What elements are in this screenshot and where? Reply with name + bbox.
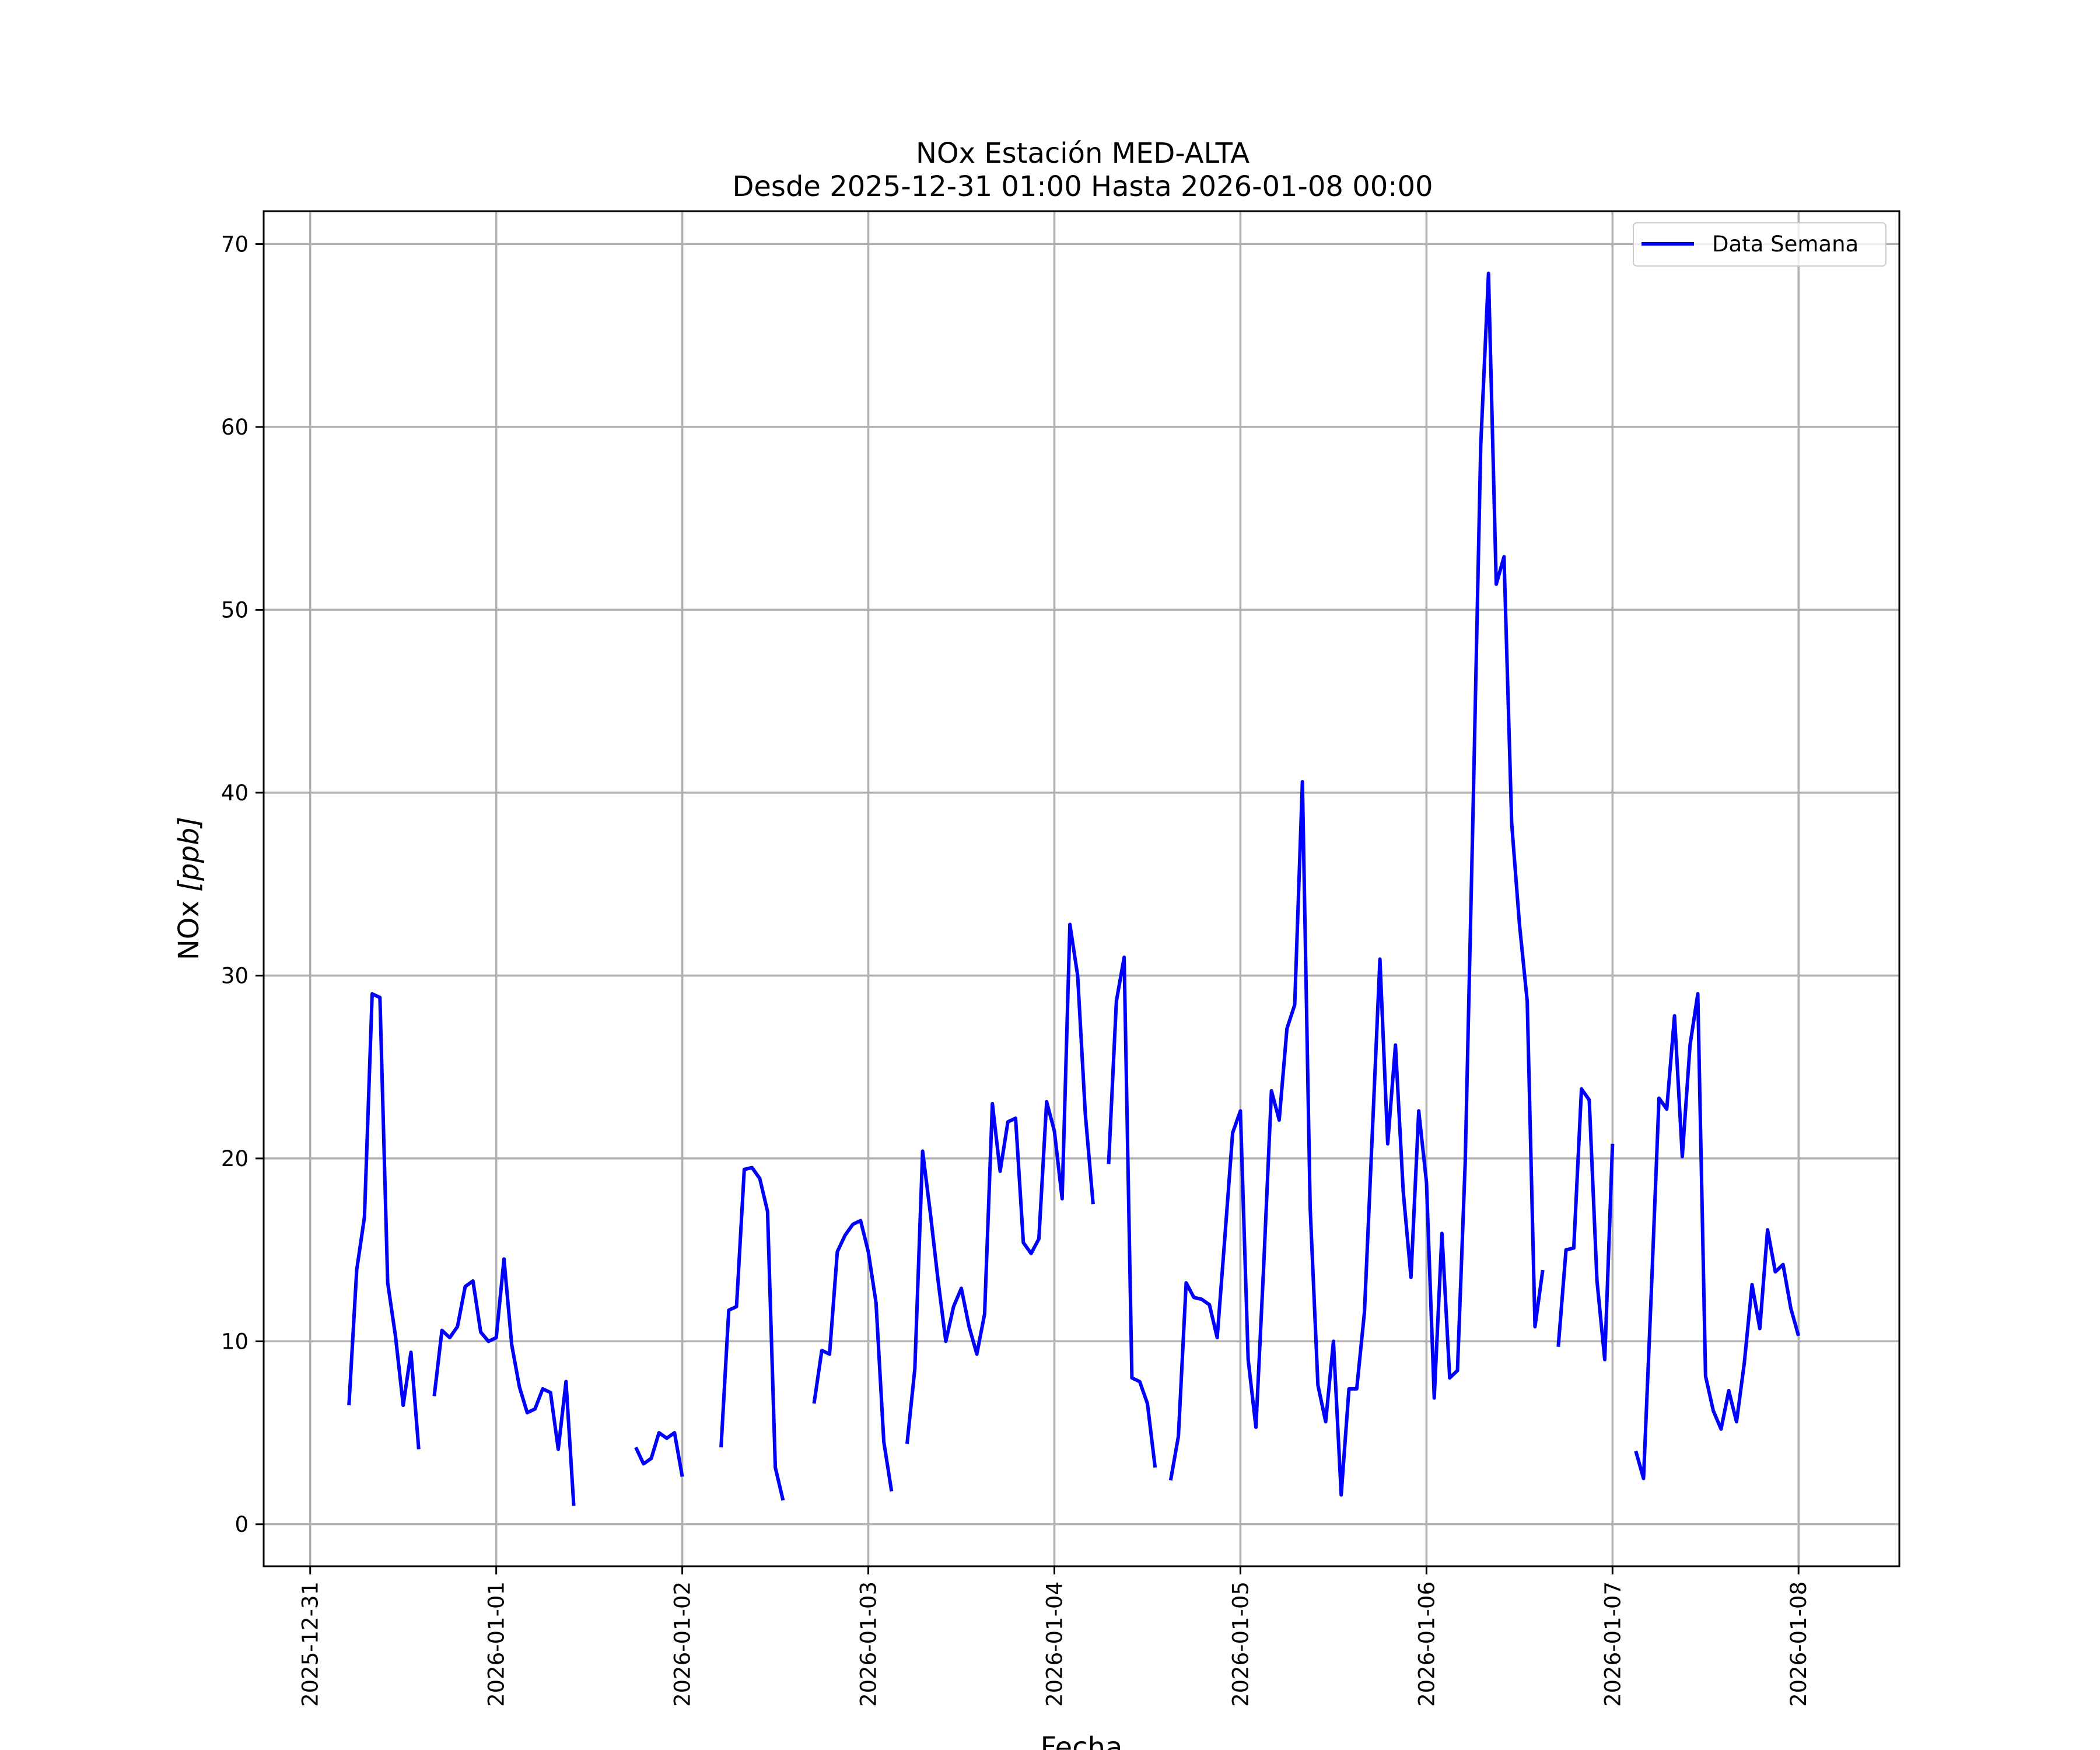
series-line-segment bbox=[1556, 1087, 1615, 1362]
y-axis-label-unit: [ppb] bbox=[173, 817, 205, 892]
y-axis: 0 10 20 30 40 50 60 70 bbox=[221, 232, 264, 1537]
x-tick-label: 2026-01-04 bbox=[1042, 1581, 1067, 1707]
y-tick-label: 40 bbox=[221, 780, 249, 806]
series-line-segment bbox=[719, 1166, 785, 1501]
y-tick-label: 0 bbox=[235, 1512, 249, 1537]
series-line-segment bbox=[1168, 271, 1545, 1497]
x-tick-label: 2026-01-07 bbox=[1600, 1581, 1625, 1707]
plot-area bbox=[347, 271, 1801, 1506]
series-line-segment bbox=[347, 992, 421, 1450]
x-axis-label: Fecha bbox=[1041, 1731, 1123, 1750]
x-tick-label: 2026-01-08 bbox=[1786, 1581, 1811, 1707]
series-line-segment bbox=[1634, 992, 1801, 1480]
grid-lines bbox=[264, 211, 1899, 1566]
chart-subtitle: Desde 2025-12-31 01:00 Hasta 2026-01-08 … bbox=[732, 170, 1433, 203]
series-line-segment bbox=[1107, 956, 1157, 1468]
x-tick-label: 2026-01-03 bbox=[856, 1581, 881, 1707]
series-line-segment bbox=[432, 1257, 576, 1506]
y-tick-label: 60 bbox=[221, 415, 249, 440]
x-tick-label: 2026-01-05 bbox=[1228, 1581, 1253, 1707]
y-tick-label: 50 bbox=[221, 597, 249, 622]
y-tick-label: 10 bbox=[221, 1329, 249, 1354]
plot-frame bbox=[262, 210, 1901, 1567]
legend: Data Semana bbox=[1633, 222, 1887, 267]
series-line-segment bbox=[812, 1219, 894, 1492]
y-axis-label-main: NOx bbox=[173, 892, 205, 960]
x-axis: 2025-12-31 2026-01-01 2026-01-02 2026-01-03… bbox=[298, 1566, 1811, 1707]
chart-title: NOx Estación MED-ALTA bbox=[916, 137, 1250, 170]
x-tick-label: 2026-01-02 bbox=[670, 1581, 695, 1707]
legend-label: Data Semana bbox=[1712, 232, 1859, 257]
y-tick-label: 70 bbox=[221, 232, 249, 257]
y-axis-label: NOx [ppb] bbox=[173, 817, 205, 960]
x-tick-label: 2026-01-06 bbox=[1414, 1581, 1439, 1707]
legend-box bbox=[1633, 222, 1887, 267]
x-tick-label: 2026-01-01 bbox=[484, 1581, 509, 1707]
series-line-segment bbox=[634, 1431, 684, 1477]
y-tick-label: 30 bbox=[221, 963, 249, 988]
y-tick-label: 20 bbox=[221, 1146, 249, 1171]
series-line-segment bbox=[905, 922, 1095, 1444]
x-tick-label: 2025-12-31 bbox=[298, 1581, 323, 1707]
